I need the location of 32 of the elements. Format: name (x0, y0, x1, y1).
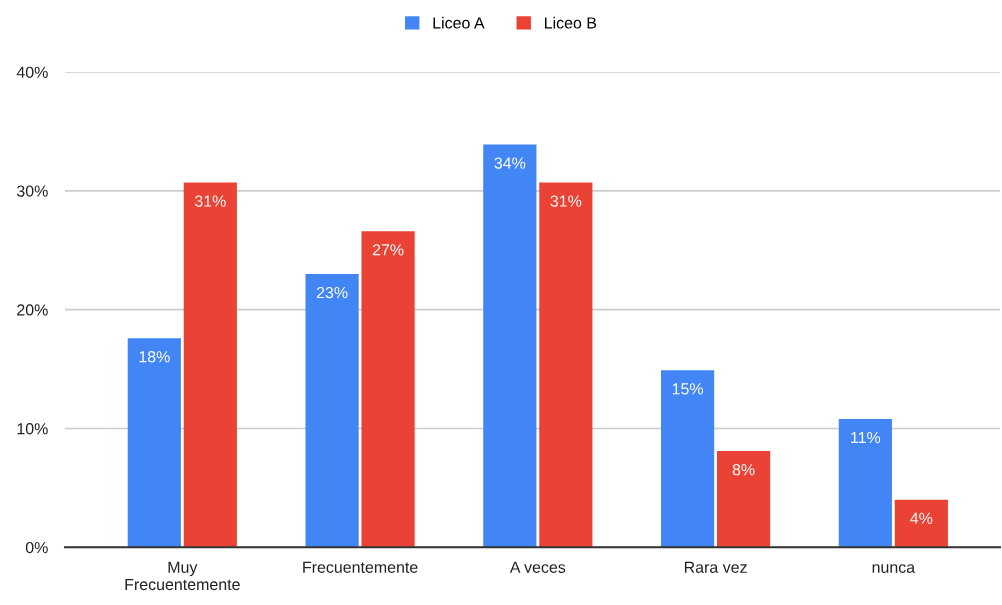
y-tick-label: 0% (25, 541, 48, 554)
bar (661, 370, 715, 548)
x-tick-label: nunca (872, 564, 916, 573)
bar (305, 274, 359, 548)
x-tick-label: Muy Frecuentemente (125, 561, 240, 591)
legend-label: Liceo B (545, 16, 597, 29)
data-label: 18% (139, 351, 170, 363)
bar (894, 499, 948, 548)
y-tick-label: 10% (17, 423, 48, 435)
data-label: 27% (372, 244, 404, 256)
x-tick-label: Frecuentemente (303, 561, 418, 573)
bar (838, 418, 892, 548)
data-label: 31% (194, 195, 226, 207)
x-tick-label: A veces (509, 561, 566, 573)
bar (483, 144, 537, 548)
y-tick-label: 20% (17, 304, 48, 316)
bar (539, 182, 593, 548)
data-label: 8% (732, 463, 755, 476)
data-label: 23% (316, 286, 348, 299)
data-label: 4% (910, 512, 933, 524)
x-tick-label: Rara vez (684, 561, 747, 573)
data-label: 15% (672, 383, 704, 395)
y-tick-label: 30% (16, 185, 48, 197)
data-label: 31% (550, 195, 582, 207)
legend-label: Liceo A (433, 16, 485, 29)
data-label: 11% (851, 431, 881, 444)
bar (183, 182, 237, 548)
bar (716, 451, 771, 548)
y-tick-label: 40% (16, 66, 48, 78)
bar (361, 231, 415, 548)
bar (127, 338, 181, 548)
data-label: 34% (494, 157, 526, 169)
